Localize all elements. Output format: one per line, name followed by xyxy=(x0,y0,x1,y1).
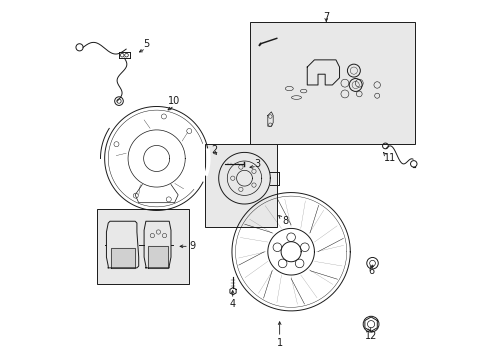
Text: 6: 6 xyxy=(368,266,374,276)
Polygon shape xyxy=(147,246,168,268)
Text: 3: 3 xyxy=(253,159,260,169)
Text: 10: 10 xyxy=(168,96,181,106)
Text: 7: 7 xyxy=(323,12,329,22)
Text: 2: 2 xyxy=(210,144,217,154)
Text: 1: 1 xyxy=(276,338,282,348)
Bar xyxy=(249,22,414,144)
Text: 8: 8 xyxy=(282,216,288,226)
Bar xyxy=(97,209,188,284)
Text: 4: 4 xyxy=(229,299,235,309)
Text: 12: 12 xyxy=(364,331,376,341)
Bar xyxy=(204,144,276,226)
Polygon shape xyxy=(110,248,135,268)
Text: 9: 9 xyxy=(189,241,195,251)
Text: 5: 5 xyxy=(142,39,149,49)
Text: 11: 11 xyxy=(383,153,395,163)
